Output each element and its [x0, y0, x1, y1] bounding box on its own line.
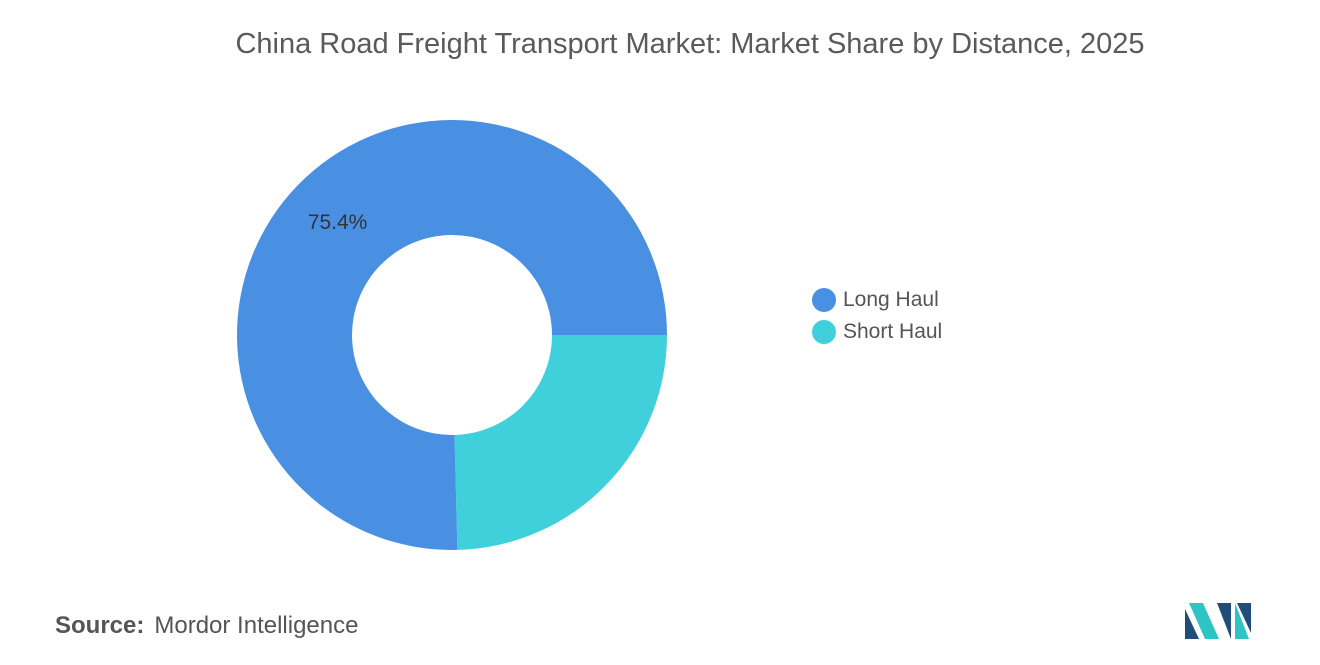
slice-labels: 75.4% — [308, 211, 368, 234]
source-text: Mordor Intelligence — [154, 612, 359, 639]
logo-shape-3 — [1217, 603, 1231, 639]
source-note: Source: Mordor Intelligence — [55, 612, 358, 640]
logo-shape-2 — [1189, 603, 1219, 639]
legend-swatch-short-haul — [812, 320, 836, 344]
legend-item-short-haul: Short Haul — [812, 316, 942, 348]
chart-title: China Road Freight Transport Market: Mar… — [235, 28, 1145, 60]
source-label: Source: — [55, 612, 145, 639]
donut-slices — [236, 120, 667, 551]
chart-legend: Long Haul Short Haul — [812, 284, 942, 348]
slice-label-long-haul: 75.4% — [308, 211, 368, 234]
mordor-intelligence-logo-icon — [1185, 603, 1251, 639]
legend-item-long-haul: Long Haul — [812, 284, 942, 316]
legend-swatch-long-haul — [812, 288, 836, 312]
donut-slice-long-haul — [236, 120, 667, 551]
legend-label-short-haul: Short Haul — [843, 320, 943, 343]
logo-shape-5 — [1237, 603, 1251, 633]
legend-label-long-haul: Long Haul — [843, 288, 939, 311]
logo-shape-1 — [1185, 609, 1199, 639]
donut-slice-short-haul — [454, 335, 667, 550]
logo-shape-4 — [1235, 603, 1249, 639]
